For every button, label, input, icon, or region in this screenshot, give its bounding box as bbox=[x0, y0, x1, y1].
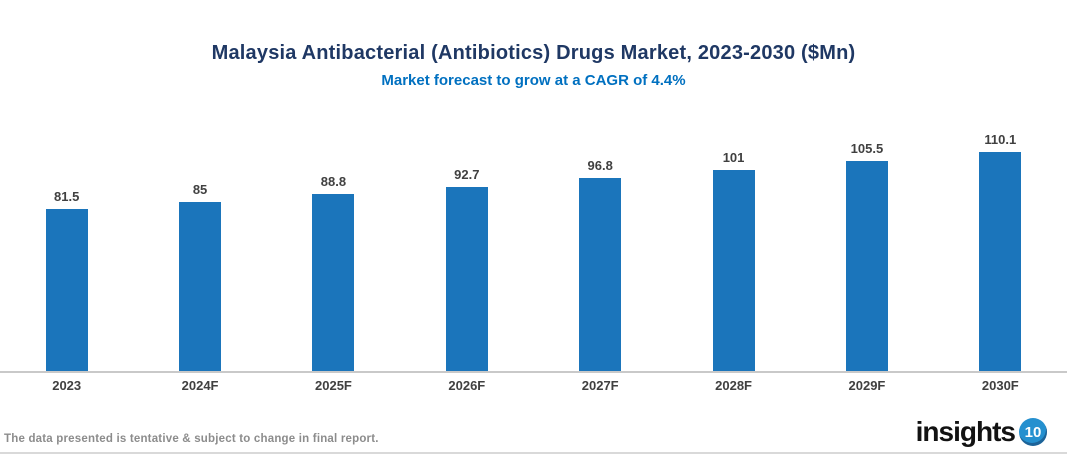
bar bbox=[712, 170, 755, 372]
bar bbox=[979, 152, 1022, 372]
bar bbox=[845, 161, 888, 372]
chart-title: Malaysia Antibacterial (Antibiotics) Dru… bbox=[211, 42, 856, 64]
bar-chart-plot: 81.5 85 88.8 92.7 96.8 101 105.5 110.1 bbox=[0, 110, 1067, 373]
x-axis-tick-label: 2025F bbox=[315, 378, 352, 393]
bar bbox=[445, 187, 488, 372]
bars-container: 81.5 85 88.8 92.7 96.8 101 105.5 110.1 bbox=[0, 110, 1067, 372]
bar bbox=[45, 209, 88, 372]
chart-subtitle: Market forecast to grow at a CAGR of 4.4… bbox=[381, 72, 686, 89]
bar-column: 96.8 bbox=[534, 110, 667, 372]
bar-column: 92.7 bbox=[400, 110, 533, 372]
x-axis-tick-label: 2024F bbox=[181, 378, 219, 393]
disclaimer-text: The data presented is tentative & subjec… bbox=[4, 433, 379, 445]
bar-value-label: 96.8 bbox=[587, 158, 613, 173]
bar-value-label: 105.5 bbox=[850, 141, 884, 156]
bar-column: 88.8 bbox=[267, 110, 400, 372]
insights10-logo: insights 10 bbox=[916, 418, 1047, 446]
bar-value-label: 81.5 bbox=[54, 189, 80, 204]
bar-value-label: 110.1 bbox=[984, 132, 1017, 147]
logo-badge-circle: 10 bbox=[1019, 418, 1047, 446]
x-axis-tick-label: 2027F bbox=[581, 378, 619, 393]
x-axis-tick-label: 2029F bbox=[848, 378, 886, 393]
bar-column: 81.5 bbox=[0, 110, 133, 372]
x-axis-tick-label: 2023 bbox=[52, 378, 82, 393]
logo-wordmark: insights bbox=[915, 416, 1016, 447]
bar-value-label: 88.8 bbox=[320, 174, 347, 189]
x-axis-tick-label: 2028F bbox=[715, 378, 752, 393]
bar bbox=[312, 194, 355, 372]
bar-value-label: 85 bbox=[192, 182, 208, 197]
bar-column: 105.5 bbox=[800, 110, 933, 372]
bar-value-label: 92.7 bbox=[454, 167, 480, 182]
bar-value-label: 101 bbox=[722, 150, 745, 165]
bar-column: 110.1 bbox=[934, 110, 1067, 372]
bar bbox=[179, 202, 222, 372]
x-axis-tick-label: 2030F bbox=[981, 378, 1019, 393]
bar-column: 85 bbox=[133, 110, 266, 372]
x-axis-line bbox=[0, 371, 1067, 373]
x-axis-labels: 2023 2024F 2025F 2026F 2027F 2028F 2029F 2030F bbox=[0, 378, 1067, 393]
x-axis-tick-label: 2026F bbox=[448, 378, 486, 393]
bar-column: 101 bbox=[667, 110, 800, 372]
bar bbox=[579, 178, 622, 372]
